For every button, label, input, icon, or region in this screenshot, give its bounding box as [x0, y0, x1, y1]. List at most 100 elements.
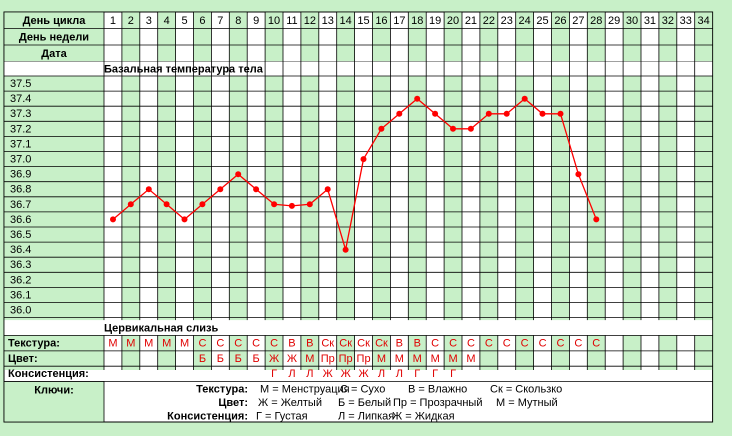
mucus-texture-cell: Ск: [321, 338, 334, 350]
mucus-texture-cell: В: [414, 338, 421, 350]
y-tick-label: 36.8: [10, 184, 31, 196]
cycle-day-number: 21: [465, 15, 477, 27]
mucus-color-cell: М: [448, 353, 457, 365]
cycle-day-number: 13: [322, 15, 334, 27]
green-column: [336, 12, 355, 370]
mucus-texture-cell: С: [252, 338, 260, 350]
y-tick-label: 36.7: [10, 199, 31, 211]
mucus-texture-cell: С: [270, 338, 278, 350]
y-tick-label: 36.4: [10, 244, 31, 256]
green-column: [300, 12, 319, 370]
cycle-day-number: 25: [536, 15, 548, 27]
temperature-point: [503, 110, 510, 117]
cycle-day-number: 15: [357, 15, 369, 27]
y-tick-label: 37.2: [10, 123, 31, 135]
green-column: [479, 12, 498, 370]
temperature-point: [539, 110, 546, 117]
y-tick-label: 36.6: [10, 214, 31, 226]
cycle-day-number: 22: [483, 15, 495, 27]
temperature-point: [485, 110, 492, 117]
temperature-point: [557, 110, 564, 117]
y-tick-label: 37.5: [10, 78, 31, 90]
mucus-texture-cell: С: [198, 338, 206, 350]
temperature-point: [575, 171, 582, 178]
y-tick-label: 36.9: [10, 169, 31, 181]
mucus-consistency-cell: Л: [288, 368, 295, 380]
green-column: [372, 12, 391, 370]
mucus-section-bar: [4, 320, 713, 336]
cycle-day-number: 18: [411, 15, 423, 27]
temperature-point: [432, 110, 439, 117]
cycle-day-label: День цикла: [23, 15, 87, 27]
key-item: М = Мутный: [496, 397, 558, 409]
cycle-day-number: 11: [286, 15, 297, 27]
temperature-point: [360, 156, 367, 163]
mucus-consistency-cell: Л: [306, 368, 313, 380]
mucus-color-cell: Б: [217, 353, 224, 365]
cycle-day-number: 23: [501, 15, 513, 27]
mucus-color-cell: М: [466, 353, 475, 365]
mucus-consistency-cell: Г: [271, 368, 277, 380]
cycle-day-number: 28: [590, 15, 602, 27]
cycle-day-number: 2: [128, 15, 134, 27]
cycle-day-number: 20: [447, 15, 459, 27]
y-tick-label: 36.2: [10, 274, 31, 286]
temperature-point: [450, 125, 456, 132]
mucus-texture-cell: Ск: [339, 338, 352, 350]
cycle-day-number: 3: [146, 15, 152, 27]
key-consistency-label: Консистенция:: [167, 411, 248, 423]
cycle-day-number: 32: [662, 15, 674, 27]
cycle-day-number: 10: [268, 15, 280, 27]
cycle-day-number: 33: [680, 15, 692, 27]
mucus-color-cell: М: [305, 353, 314, 365]
mucus-color-cell: М: [413, 353, 422, 365]
y-tick-label: 37.0: [10, 154, 31, 166]
mucus-texture-cell: С: [539, 338, 547, 350]
key-item: Л = Липкая: [338, 411, 394, 423]
cycle-day-number: 31: [644, 15, 656, 27]
green-column: [515, 12, 534, 370]
green-column: [587, 12, 606, 370]
temperature-point: [199, 201, 206, 208]
mucus-texture-cell: Ск: [375, 338, 388, 350]
temperature-line: [112, 97, 597, 250]
temperature-point: [253, 186, 260, 193]
cycle-day-number: 1: [110, 15, 116, 27]
key-item: М = Менструация: [260, 384, 350, 396]
mucus-texture-cell: С: [592, 338, 600, 350]
mucus-color-cell: М: [431, 353, 440, 365]
mucus-section-title: Цервикальная слизь: [104, 323, 218, 335]
mucus-consistency-cell: Г: [414, 368, 420, 380]
y-tick-label: 37.4: [10, 93, 31, 105]
cycle-day-number: 6: [199, 15, 205, 27]
mucus-texture-cell: С: [521, 338, 529, 350]
mucus-color-cell: Б: [253, 353, 260, 365]
temperature-point: [324, 186, 331, 193]
green-column: [658, 12, 677, 370]
cycle-day-number: 8: [235, 15, 241, 27]
mucus-consistency-cell: Ж: [341, 368, 351, 380]
key-color-label: Цвет:: [218, 397, 248, 409]
key-item: Ж = Жидкая: [392, 411, 455, 423]
mucus-color-cell: Пр: [357, 353, 371, 365]
mucus-texture-cell: М: [144, 338, 153, 350]
cycle-day-number: 34: [698, 15, 710, 27]
y-tick-label: 36.3: [10, 259, 31, 271]
mucus-color-cell: Пр: [321, 353, 335, 365]
mucus-texture-cell: М: [180, 338, 189, 350]
cycle-day-number: 12: [304, 15, 316, 27]
key-texture-label: Текстура:: [196, 384, 248, 396]
bbt-section-title: Базальная температура тела: [104, 64, 264, 76]
green-column: [193, 12, 212, 370]
bbt-section-bar: [4, 61, 713, 76]
keys-label-cell: [3, 381, 105, 423]
mucus-texture-cell: С: [574, 338, 582, 350]
mucus-consistency-cell: Ж: [358, 368, 368, 380]
green-column: [623, 12, 641, 370]
mucus-color-cell: Ж: [287, 353, 297, 365]
temperature-point: [181, 216, 188, 223]
cycle-day-number: 26: [554, 15, 566, 27]
key-item: Б = Белый: [338, 397, 391, 409]
cycle-day-number: 5: [181, 15, 187, 27]
mucus-texture-cell: С: [449, 338, 457, 350]
